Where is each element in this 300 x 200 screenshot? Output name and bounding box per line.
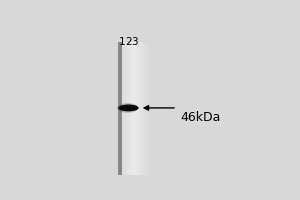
Bar [122, 42, 123, 175]
Bar [118, 42, 122, 175]
Bar [140, 42, 141, 175]
Bar [145, 42, 146, 175]
Bar [147, 42, 148, 175]
Bar [128, 42, 129, 175]
Bar [138, 42, 139, 175]
Bar [132, 42, 133, 175]
Bar [125, 42, 126, 175]
Bar [123, 42, 124, 175]
Bar [148, 42, 149, 175]
Bar [142, 42, 143, 175]
Bar [137, 42, 138, 175]
Text: 46kDa: 46kDa [181, 111, 221, 124]
Bar [127, 42, 128, 175]
Bar [121, 42, 122, 175]
Bar [146, 42, 147, 175]
Bar [135, 42, 136, 175]
Text: 2: 2 [125, 37, 131, 47]
Bar [129, 42, 130, 175]
Bar [136, 42, 137, 175]
Bar [120, 42, 121, 175]
Bar [124, 42, 125, 175]
Text: 1: 1 [118, 37, 125, 47]
Ellipse shape [117, 103, 138, 113]
Bar [126, 42, 127, 175]
Bar [130, 42, 131, 175]
Bar [141, 42, 142, 175]
Bar [144, 42, 145, 175]
Bar [139, 42, 140, 175]
Bar [131, 42, 132, 175]
Text: 3: 3 [131, 37, 138, 47]
Ellipse shape [118, 104, 139, 111]
Bar [134, 42, 135, 175]
Bar [136, 42, 137, 175]
Bar [143, 42, 144, 175]
Bar [119, 42, 120, 175]
Bar [133, 42, 134, 175]
